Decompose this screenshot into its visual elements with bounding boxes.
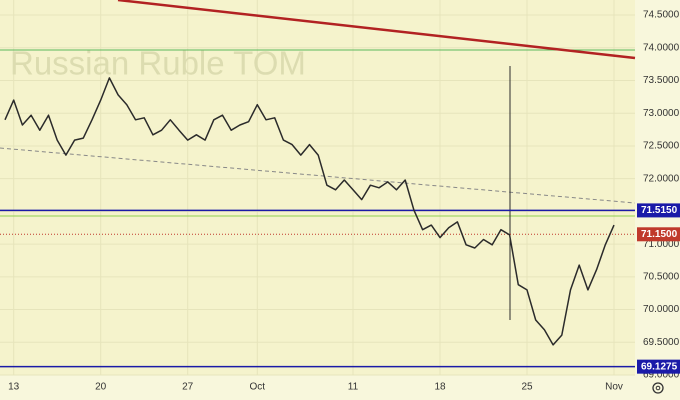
y-tick-label: 70.5000: [643, 271, 680, 282]
x-tick-label: 11: [348, 382, 359, 393]
price-badge: [637, 359, 680, 374]
y-tick-label: 69.0000: [643, 370, 680, 381]
y-tick-label: 73.5000: [643, 75, 680, 86]
y-tick-label: 74.0000: [643, 42, 680, 53]
watermark: Russian Ruble TOM: [10, 45, 306, 82]
y-tick-label: 71.0000: [643, 239, 680, 250]
price-badge-label: 71.5150: [641, 205, 678, 216]
price-badge: [637, 227, 680, 242]
y-tick-label: 74.5000: [643, 10, 680, 21]
price-badge-label: 69.1275: [641, 361, 678, 372]
x-tick-label: Nov: [605, 382, 623, 393]
series: [4, 77, 615, 346]
x-tick-label: 18: [434, 382, 446, 393]
time-axis: [0, 375, 635, 400]
x-tick-label: 27: [182, 382, 194, 393]
settings-icon[interactable]: [652, 382, 664, 394]
y-tick-label: 70.0000: [643, 304, 680, 315]
x-tick-label: 25: [521, 382, 533, 393]
price-badge: [637, 203, 680, 218]
y-tick-label: 73.0000: [643, 108, 680, 119]
x-tick-label: Oct: [250, 382, 266, 393]
gear[interactable]: [652, 382, 664, 394]
trend-line: [0, 147, 636, 204]
price-badge-label: 71.1500: [641, 229, 678, 240]
plot-background: [0, 0, 635, 375]
y-tick-label: 69.5000: [643, 337, 680, 348]
y-tick-label: 72.0000: [643, 173, 680, 184]
price-line: [4, 77, 615, 346]
levels: 71.5150 71.1500 69.1275: [0, 203, 680, 374]
trend-line: [117, 0, 636, 60]
x-tick-label: 20: [95, 382, 107, 393]
y-tick-label: 72.5000: [643, 141, 680, 152]
price-axis: [635, 0, 680, 400]
x-tick-label: 13: [8, 382, 20, 393]
gear-center[interactable]: [655, 385, 661, 391]
